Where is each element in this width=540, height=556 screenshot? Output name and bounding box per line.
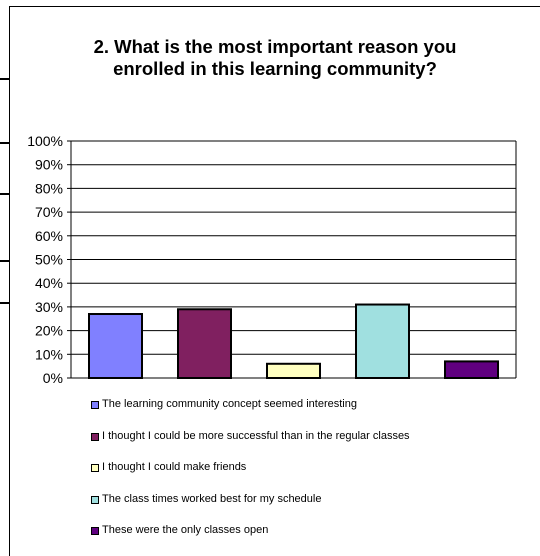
legend-label: I thought I could be more successful tha… bbox=[102, 429, 410, 442]
legend-label: These were the only classes open bbox=[102, 524, 269, 536]
legend-swatch bbox=[91, 527, 99, 535]
edge-tick bbox=[0, 302, 9, 304]
bar bbox=[177, 308, 232, 379]
bar bbox=[88, 313, 143, 380]
y-tick-label: 50% bbox=[35, 252, 63, 268]
y-tick-label: 100% bbox=[27, 133, 63, 149]
y-tick-label: 10% bbox=[35, 346, 63, 362]
y-tick-label: 60% bbox=[35, 228, 63, 244]
legend-item: I thought I could be more successful tha… bbox=[91, 430, 531, 462]
bar bbox=[355, 303, 410, 379]
legend-label: The class times worked best for my sched… bbox=[102, 492, 322, 505]
legend-swatch bbox=[91, 432, 99, 441]
legend: The learning community concept seemed in… bbox=[91, 398, 531, 556]
bar bbox=[444, 360, 499, 380]
edge-tick bbox=[0, 260, 9, 262]
legend-item: I thought I could make friends bbox=[91, 461, 531, 493]
legend-item: The class times worked best for my sched… bbox=[91, 493, 531, 525]
edge-tick bbox=[0, 142, 9, 144]
chart-title: 2. What is the most important reason you… bbox=[93, 36, 457, 79]
legend-swatch bbox=[91, 495, 99, 504]
legend-label: The learning community concept seemed in… bbox=[102, 398, 357, 410]
legend-swatch bbox=[91, 464, 99, 472]
legend-label: I thought I could make friends bbox=[102, 461, 247, 473]
y-tick-label: 90% bbox=[35, 157, 63, 173]
y-tick-label: 20% bbox=[35, 323, 63, 339]
bar bbox=[266, 362, 321, 379]
edge-tick bbox=[0, 193, 9, 195]
y-tick-label: 80% bbox=[35, 180, 63, 196]
legend-swatch bbox=[91, 401, 99, 409]
y-tick-label: 70% bbox=[35, 204, 63, 220]
legend-item: These were the only classes open bbox=[91, 524, 531, 556]
y-tick-label: 0% bbox=[43, 370, 63, 386]
y-tick-label: 40% bbox=[35, 275, 63, 291]
y-tick-label: 30% bbox=[35, 299, 63, 315]
edge-tick bbox=[0, 78, 9, 80]
legend-item: The learning community concept seemed in… bbox=[91, 398, 531, 430]
